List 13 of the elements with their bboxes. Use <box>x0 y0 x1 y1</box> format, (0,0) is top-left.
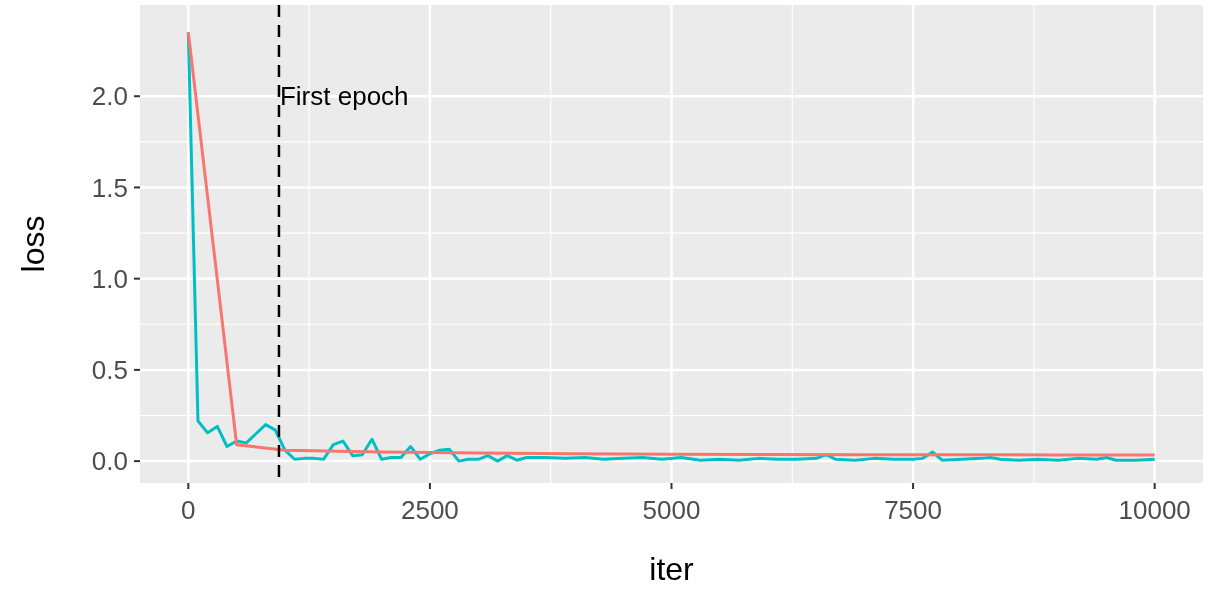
y-tick-label: 2.0 <box>91 81 128 112</box>
y-axis-title: loss <box>15 215 51 273</box>
ref-line-label: First epoch <box>279 81 409 112</box>
y-tick-label: 0.5 <box>91 354 128 385</box>
y-tick-label: 1.5 <box>91 172 128 203</box>
x-tick-label: 10000 <box>1118 495 1191 525</box>
x-tick-label: 5000 <box>642 495 701 525</box>
y-tick-label: 1.0 <box>91 263 128 294</box>
x-tick-label: 2500 <box>400 495 459 525</box>
x-axis-title: iter <box>649 551 695 587</box>
x-tick-label: 0 <box>181 495 196 525</box>
x-tick-label: 7500 <box>884 495 943 525</box>
y-tick-label: 0.0 <box>91 446 128 477</box>
